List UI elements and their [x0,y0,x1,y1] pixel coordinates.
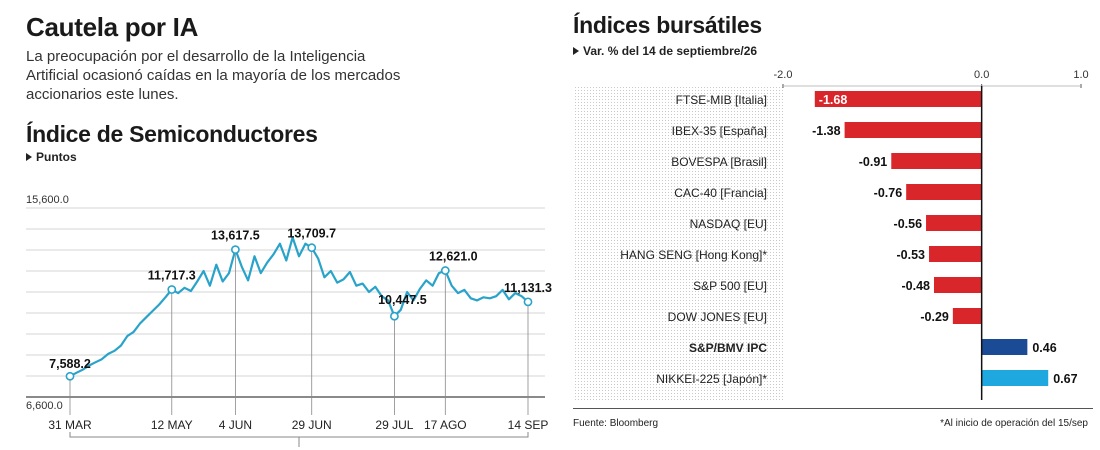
bar [981,339,1028,355]
bar [933,277,982,293]
date-range-bracket [69,432,529,447]
bar [926,215,982,231]
value-label: -0.29 [920,310,949,324]
x-tick-label: 29 JUL [375,418,413,432]
line-chart-unit: Puntos [26,150,77,164]
semiconductor-line-chart: 7,588.2 11,717.3 13,617.5 13,709.7 10,447.5 1… [26,194,552,447]
category-label: NASDAQ [EU] [690,217,767,231]
category-label: S&P/BMV IPC [689,341,767,355]
intro-text: La preocupación por el desarrollo de la … [26,47,466,104]
y-tick-label-top: 15,600.0 [26,194,69,206]
bar-chart-bars: FTSE-MIB [Italia] -1.68 IBEX-35 [España] -1… [620,91,1078,386]
data-point-marker [167,285,177,294]
value-label: 0.46 [1032,341,1056,355]
triangle-bullet-icon [573,47,579,55]
bar [929,246,982,262]
data-label: 10,447.5 [378,293,427,307]
value-label: -1.38 [812,124,841,138]
x-tick-label: 1.0 [1073,69,1088,81]
x-tick-label: 14 SEP [508,418,549,432]
line-chart-drop-lines [69,247,529,415]
value-label: -0.56 [894,217,923,231]
data-label: 7,588.2 [49,357,91,371]
bar [844,122,982,138]
value-label: -0.48 [901,279,930,293]
source-note: Fuente: Bloomberg [573,418,659,429]
y-tick-label-bottom: 6,600.0 [26,400,63,412]
bar [906,184,982,200]
line-chart-y-ticks: 15,600.0 6,600.0 [26,194,69,412]
triangle-bullet-icon [26,153,32,161]
label-panel-background [575,87,785,400]
data-point-marker [230,245,240,255]
footer-rule [573,408,1093,409]
bar-chart-title: Índices bursátiles [573,12,762,38]
line-chart-title: Índice de Semiconductores [26,121,318,147]
bar-chart-subtitle: Var. % del 14 de septiembre/26 [573,44,757,58]
line-chart-x-ticks: 31 MAR 12 MAY 4 JUN 29 JUN 29 JUL 17 AGO 14 SE… [48,418,548,432]
x-tick-label: 0.0 [974,69,989,81]
line-chart-markers: 7,588.2 11,717.3 13,617.5 13,709.7 10,447.5 1… [49,227,552,381]
line-chart-grid [26,207,545,398]
bar [952,308,982,324]
value-label: -1.68 [819,93,848,107]
bar [814,91,982,107]
intro-line-1: La preocupación por el desarrollo de la … [26,48,366,65]
category-label: HANG SENG [Hong Kong]* [620,248,767,262]
indices-bar-chart: -2.0 0.0 1.0 FTSE-MIB [Italia] -1.68 IBEX-35… [575,69,1089,400]
category-label: NIKKEI-225 [Japón]* [656,372,767,386]
main-title: Cautela por IA [26,12,199,42]
x-tick-label: 12 MAY [151,418,193,432]
value-label: -0.91 [859,155,888,169]
bar [891,153,982,169]
value-label: -0.53 [897,248,926,262]
x-tick-label: -2.0 [774,69,793,81]
data-point-marker [440,266,450,275]
bar [981,370,1049,386]
data-label: 12,621.0 [429,250,478,264]
x-tick-label: 31 MAR [48,418,92,432]
value-label: 0.67 [1053,372,1077,386]
data-point-marker [523,297,533,307]
subtitle-label: Var. % del 14 de septiembre/26 [583,44,758,58]
x-tick-label: 17 AGO [424,418,467,432]
data-point-marker [307,243,317,253]
data-point-marker [65,371,75,381]
line-chart-series [69,236,529,378]
category-label: DOW JONES [EU] [668,310,767,324]
x-tick-label: 4 JUN [219,418,252,432]
category-label: IBEX-35 [España] [672,124,767,138]
intro-line-3: accionarios este lunes. [26,86,179,103]
value-label: -0.76 [874,186,903,200]
category-label: S&P 500 [EU] [693,279,767,293]
category-label: CAC-40 [Francia] [674,186,767,200]
bar-chart-x-ticks: -2.0 0.0 1.0 [774,69,1089,88]
intro-line-2: Artificial ocasionó caídas en la mayoría… [26,67,401,84]
category-label: BOVESPA [Brasil] [671,155,767,169]
data-point-marker [390,311,399,321]
data-label: 13,617.5 [211,229,260,243]
data-label: 11,717.3 [148,269,196,283]
data-label: 11,131.3 [504,281,552,295]
footnote: *Al inicio de operación del 15/sep [940,418,1088,429]
unit-label: Puntos [36,150,77,164]
category-label: FTSE-MIB [Italia] [676,93,767,107]
data-label: 13,709.7 [287,227,336,241]
x-tick-label: 29 JUN [292,418,332,432]
